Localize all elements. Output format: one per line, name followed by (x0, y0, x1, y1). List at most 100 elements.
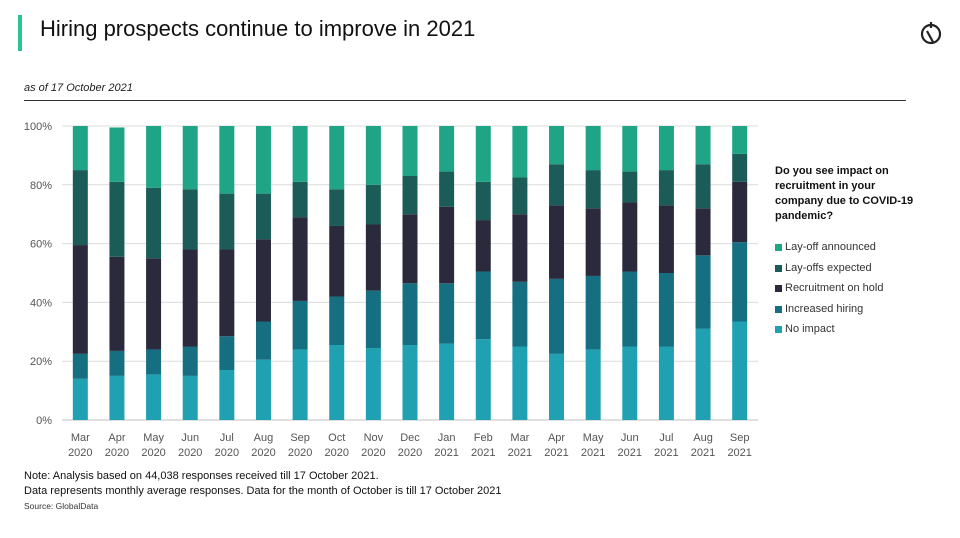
header-divider (24, 100, 906, 101)
bar-segment (658, 205, 674, 273)
x-tick-label: Nov (364, 432, 384, 444)
x-tick-label: Apr (108, 432, 125, 444)
bar-segment (512, 214, 528, 282)
x-tick-label: Dec (400, 432, 420, 444)
bar-segment (182, 346, 198, 376)
bar-segment (365, 184, 381, 225)
x-tick-label: 2020 (361, 447, 385, 459)
bar-segment (219, 370, 235, 420)
bar-segment (255, 239, 271, 322)
legend-item: No impact (775, 323, 835, 335)
bar-segment (146, 349, 162, 375)
stacked-bar-chart: 0% 20% 40% 60% 80% 100% Mar 2020 Apr 2020 May 2020… (24, 121, 758, 459)
bar-segment (439, 343, 455, 420)
bar-segment (292, 126, 308, 182)
x-tick-label: 2020 (324, 447, 348, 459)
bar-segment (695, 208, 711, 256)
x-tick-label: 2021 (727, 447, 751, 459)
x-tick-label: May (583, 432, 604, 444)
bar-segment (255, 321, 271, 360)
bar-segment (475, 271, 491, 340)
x-tick-label: Jun (621, 432, 639, 444)
bar-segment (475, 126, 491, 182)
bar-segment (402, 214, 418, 284)
page-title: Hiring prospects continue to improve in … (40, 16, 476, 41)
x-tick-label: 2021 (691, 447, 715, 459)
legend-swatch (775, 325, 782, 333)
bar-segment (658, 126, 674, 171)
bar-segment (439, 126, 455, 172)
x-tick-label: Jan (438, 432, 456, 444)
legend-swatch (775, 305, 782, 313)
bar-segment (292, 300, 308, 350)
bar-segment (402, 175, 418, 215)
bar-segment (219, 249, 235, 337)
bar-segment (182, 249, 198, 347)
legend-item: Lay-off announced (775, 241, 876, 253)
legend-label: No impact (785, 323, 835, 335)
bar-segment (732, 242, 748, 322)
bar-segment (109, 375, 125, 420)
bar-segment (182, 375, 198, 420)
bar-segment (109, 127, 125, 182)
y-tick-label: 80% (30, 180, 52, 192)
x-tick-label: 2020 (288, 447, 312, 459)
bar-segment (146, 126, 162, 188)
bar-segment (255, 359, 271, 420)
x-tick-label: May (143, 432, 164, 444)
x-tick-label: Aug (693, 432, 713, 444)
bar-segment (219, 193, 235, 250)
x-tick-label: 2020 (105, 447, 129, 459)
bar-segment (585, 170, 601, 209)
bar-segment (402, 345, 418, 420)
x-tick-label: 2020 (215, 447, 239, 459)
bar-segment (585, 349, 601, 420)
bar-segment (622, 346, 638, 420)
bar-segment (72, 170, 88, 246)
x-tick-label: Jun (181, 432, 199, 444)
bar-segment (695, 126, 711, 165)
x-tick-label: 2021 (581, 447, 605, 459)
bar-segment (72, 126, 88, 171)
bar-segment (182, 126, 198, 190)
bar-segment (732, 153, 748, 182)
globaldata-logo-icon (920, 22, 942, 45)
bar-segment (439, 171, 455, 207)
bar-segment (585, 126, 601, 171)
bar-segment (109, 181, 125, 257)
chart-notes: Note: Analysis based on 44,038 responses… (24, 469, 502, 499)
x-tick-label: 2020 (251, 447, 275, 459)
x-tick-label: 2020 (178, 447, 202, 459)
x-tick-label: Feb (474, 432, 493, 444)
bar-segment (72, 245, 88, 354)
bar-segment (109, 350, 125, 376)
y-tick-label: 40% (30, 297, 52, 309)
bar-segment (255, 193, 271, 240)
bar-segment (365, 224, 381, 291)
x-tick-label: Apr (548, 432, 565, 444)
bar-segment (622, 126, 638, 172)
legend-swatch (775, 264, 782, 272)
bar-segment (402, 283, 418, 346)
x-tick-label: 2020 (68, 447, 92, 459)
bar-segment (549, 126, 565, 165)
bar-segment (219, 126, 235, 194)
bar-segment (658, 170, 674, 206)
x-tick-label: 2021 (654, 447, 678, 459)
bar-segment (732, 321, 748, 420)
y-tick-label: 100% (24, 121, 52, 133)
title-accent-bar (18, 15, 22, 51)
as-of-date: as of 17 October 2021 (24, 82, 133, 94)
legend-label: Recruitment on hold (785, 282, 884, 294)
bar-segment (439, 206, 455, 284)
bar-segment (695, 255, 711, 329)
bar-segment (365, 126, 381, 185)
bar-segment (549, 353, 565, 420)
bar-segment (512, 126, 528, 178)
bar-segment (439, 283, 455, 344)
legend-title: Do you see impact on recruitment in your… (775, 165, 914, 222)
note-line-2: Data represents monthly average response… (24, 485, 502, 497)
x-tick-label: 2021 (544, 447, 568, 459)
bar-segment (585, 208, 601, 276)
y-tick-label: 0% (36, 415, 52, 427)
